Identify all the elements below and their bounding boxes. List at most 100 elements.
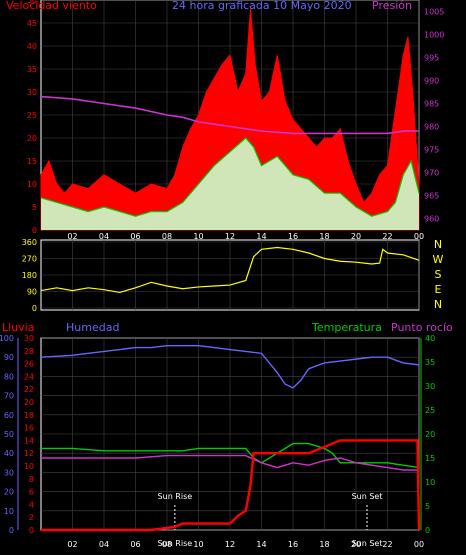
- wind-x-tick-label: 02: [67, 232, 77, 241]
- wind-x-tick-label: 14: [256, 232, 266, 241]
- pressure-y-tick-label: 995: [424, 54, 439, 63]
- humidity-x-tick-label: 08: [162, 540, 172, 549]
- sun-set-bottom-label: Sun Set: [352, 539, 383, 548]
- rain-y-tick-label: 22: [24, 385, 34, 394]
- humidity-line: [40, 344, 420, 389]
- humidity-series: [40, 344, 421, 532]
- compass-label: N: [434, 238, 442, 251]
- wind-y-tick-label: 10: [27, 180, 37, 189]
- humidity-grid: [17, 337, 422, 531]
- wind-y-tick-label: 25: [27, 111, 37, 120]
- direction-grid: [41, 240, 420, 310]
- temperature-y-tick-label: 10: [425, 478, 435, 487]
- pressure-y-tick-label: 985: [424, 100, 439, 109]
- rain-y-tick-label: 2: [29, 513, 34, 522]
- wind-x-tick-label: 10: [193, 232, 203, 241]
- humidity-x-tick-label: 18: [319, 540, 329, 549]
- humidity-y-tick-label: 20: [4, 488, 14, 497]
- pressure-line: [40, 95, 419, 135]
- compass-label: N: [434, 298, 442, 311]
- rain-y-tick-label: 14: [24, 436, 34, 445]
- humidity-x-tick-label: 12: [225, 540, 235, 549]
- rain-y-tick-label: 8: [29, 475, 34, 484]
- rain-y-tick-label: 28: [24, 347, 34, 356]
- rain-y-tick-label: 6: [29, 488, 34, 497]
- humidity-y-tick-label: 40: [4, 449, 14, 458]
- humidity-x-tick-label: 00: [414, 540, 424, 549]
- humidity-x-tick-label: 22: [382, 540, 392, 549]
- pressure-y-tick-label: 990: [424, 77, 439, 86]
- temperature-y-tick-label: 30: [425, 382, 435, 391]
- wind-x-ticks: 02 04 06 08 10 12 14 16 18 20 22 00: [67, 232, 424, 241]
- pressure-y-tick-label: 1005: [424, 8, 444, 17]
- humidity-x-ticks: 02 04 06 08 10 12 14 16 18 20 22 00: [67, 540, 424, 549]
- pressure-y-tick-label: 1000: [424, 31, 444, 40]
- wind-x-tick-label: 22: [382, 232, 392, 241]
- humidity-y-ticks: 0 10 20 30 40 50 60 70 80 90 100: [0, 334, 14, 535]
- chart-title: 24 hora graficada 10 Mayo 2020: [172, 0, 352, 12]
- humidity-y-tick-label: 10: [4, 507, 14, 516]
- rain-y-tick-label: 18: [24, 411, 34, 420]
- pressure-label: Presión: [372, 0, 412, 12]
- pressure-y-tick-label: 965: [424, 192, 439, 201]
- wind-x-tick-label: 04: [99, 232, 109, 241]
- humidity-y-tick-label: 90: [4, 353, 14, 362]
- rain-y-tick-label: 24: [24, 372, 34, 381]
- wind-x-tick-label: 18: [319, 232, 329, 241]
- direction-y-tick-label: 0: [32, 304, 37, 313]
- sun-set-label: Sun Set: [352, 492, 383, 501]
- wind-x-tick-label: 16: [288, 232, 298, 241]
- wind-y-tick-label: 20: [27, 134, 37, 143]
- direction-series: [40, 246, 420, 294]
- wind-series: [40, 9, 420, 231]
- direction-y-tick-label: 360: [22, 238, 37, 247]
- humidity-y-tick-label: 50: [4, 430, 14, 439]
- humidity-x-tick-label: 06: [130, 540, 140, 549]
- humidity-x-tick-label: 14: [256, 540, 266, 549]
- compass-label: E: [435, 283, 442, 296]
- wind-y-tick-label: 15: [27, 157, 37, 166]
- temperature-y-tick-label: 25: [425, 406, 435, 415]
- wind-y-tick-label: 35: [27, 65, 37, 74]
- rain-y-tick-label: 30: [24, 334, 34, 343]
- pressure-y-tick-label: 960: [424, 215, 439, 224]
- wind-x-tick-label: 20: [351, 232, 361, 241]
- humidity-y-tick-label: 0: [9, 526, 14, 535]
- direction-y-tick-label: 90: [27, 288, 37, 297]
- humidity-x-tick-label: 02: [67, 540, 77, 549]
- temperature-y-tick-label: 5: [425, 502, 430, 511]
- wind-y-tick-label: 50: [27, 0, 37, 5]
- rain-line: [41, 439, 421, 532]
- temperature-y-tick-label: 20: [425, 430, 435, 439]
- temperature-y-tick-label: 40: [425, 334, 435, 343]
- rain-y-tick-label: 4: [29, 500, 34, 509]
- sun-rise-label: Sun Rise: [158, 492, 193, 501]
- direction-y-tick-label: 270: [22, 255, 37, 264]
- rain-label: Lluvia: [2, 321, 34, 334]
- rain-y-tick-label: 20: [24, 398, 34, 407]
- wind-y-tick-label: 45: [27, 19, 37, 28]
- temperature-label: Temperatura: [311, 321, 382, 334]
- pressure-y-ticks: 960 965 970 975 980 985 990 995 1000 1005: [424, 8, 444, 224]
- wind-x-tick-label: 08: [162, 232, 172, 241]
- temperature-y-tick-label: 15: [425, 454, 435, 463]
- temperature-y-ticks: 0 5 10 15 20 25 30 35 40: [425, 334, 435, 535]
- rain-y-tick-label: 12: [24, 449, 34, 458]
- humidity-label: Humedad: [66, 321, 119, 334]
- wind-x-tick-label: 06: [130, 232, 140, 241]
- compass-label: S: [435, 268, 442, 281]
- pressure-y-tick-label: 980: [424, 123, 439, 132]
- humidity-y-tick-label: 80: [4, 372, 14, 381]
- wind-gust-area: [40, 9, 420, 231]
- temperature-y-tick-label: 35: [425, 358, 435, 367]
- humidity-y-tick-label: 100: [0, 334, 14, 343]
- wind-y-tick-label: 0: [32, 226, 37, 235]
- direction-line: [40, 246, 420, 294]
- wind-average-line: [40, 137, 420, 217]
